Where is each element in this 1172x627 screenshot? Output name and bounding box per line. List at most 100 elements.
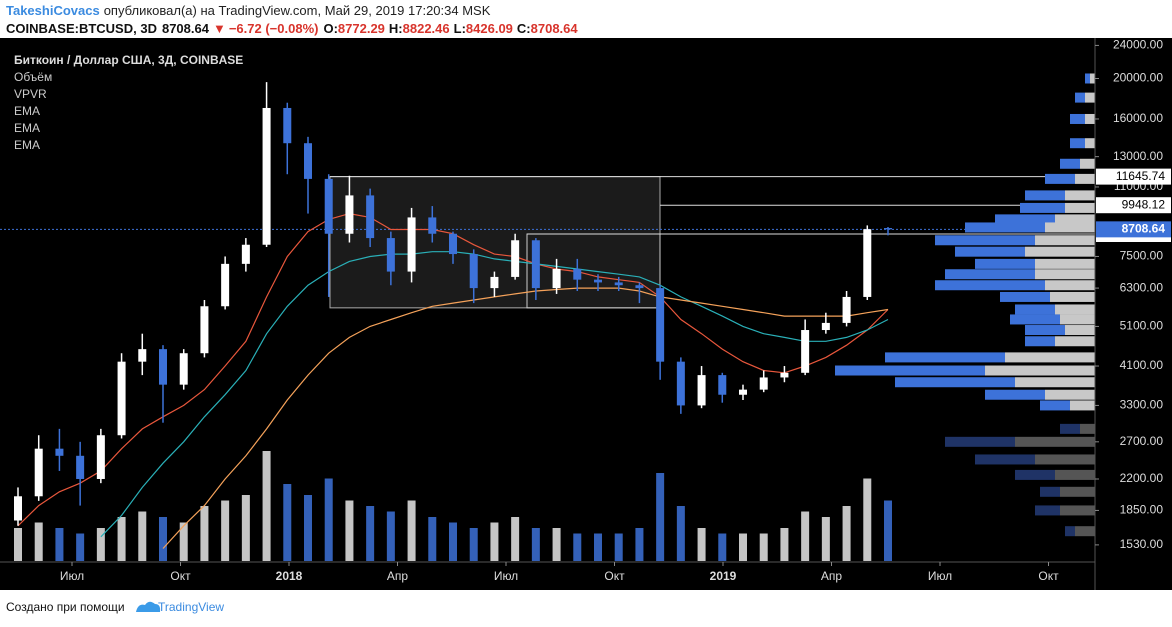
candle-body <box>200 306 209 354</box>
low-value: 8426.09 <box>466 21 513 36</box>
volume-bar <box>386 511 395 561</box>
profile-sell <box>1080 158 1095 169</box>
candle-body <box>511 240 520 277</box>
volume-bar <box>842 506 851 561</box>
candle-body <box>386 238 395 272</box>
candle-body <box>55 448 64 456</box>
x-tick-label: Июл <box>60 569 84 583</box>
profile-sell <box>1035 454 1095 465</box>
candle-body <box>34 448 43 497</box>
volume-bar <box>345 500 354 561</box>
candle-body <box>117 361 126 436</box>
symbol: COINBASE:BTCUSD, 3D <box>6 21 157 36</box>
y-tick-label: 2200.00 <box>1120 471 1164 485</box>
profile-buy <box>885 352 1005 363</box>
volume-bar <box>221 500 230 561</box>
profile-buy <box>955 246 1025 257</box>
profile-sell <box>1055 469 1095 480</box>
profile-buy <box>945 269 1035 280</box>
volume-bar <box>759 533 768 561</box>
candle-body <box>594 279 602 283</box>
high-label: H: <box>389 21 403 36</box>
profile-buy <box>1045 173 1075 184</box>
volume-bar <box>34 522 43 561</box>
candle-body <box>552 268 561 289</box>
x-tick-label: Апр <box>821 569 843 583</box>
volume-bar <box>449 522 457 561</box>
candle-body <box>449 233 457 255</box>
profile-buy <box>945 436 1015 447</box>
volume-bar <box>76 533 85 561</box>
profile-sell <box>1050 291 1095 302</box>
volume-bar <box>179 522 188 561</box>
profile-sell <box>1075 526 1095 537</box>
x-tick-label: 2019 <box>710 569 737 583</box>
open-label: O: <box>323 21 337 36</box>
y-tick-label: 4100.00 <box>1120 358 1164 372</box>
profile-sell <box>1085 113 1095 124</box>
profile-sell <box>1015 377 1095 388</box>
profile-buy <box>965 222 1045 233</box>
profile-buy <box>1010 314 1060 325</box>
volume-bar <box>635 528 644 561</box>
candle-body <box>656 288 665 362</box>
profile-sell <box>1025 246 1095 257</box>
candle-body <box>842 296 851 323</box>
current-price-label: 8708.64 <box>1122 222 1166 236</box>
profile-sell <box>1055 304 1095 315</box>
candle-body <box>179 353 188 385</box>
profile-buy <box>985 389 1045 400</box>
profile-sell <box>1015 436 1095 447</box>
profile-buy <box>935 280 1045 291</box>
volume-bar <box>241 495 250 561</box>
chart-background <box>0 38 1172 590</box>
profile-buy <box>1025 325 1065 336</box>
x-tick-label: Апр <box>387 569 409 583</box>
close-label: C: <box>517 21 531 36</box>
profile-sell <box>1080 423 1095 434</box>
volume-bar <box>718 533 727 561</box>
volume-bar <box>863 478 872 561</box>
volume-bar <box>117 517 126 561</box>
profile-sell <box>1060 486 1095 497</box>
ema-line <box>162 287 889 549</box>
candle-body <box>283 107 292 144</box>
profile-buy <box>975 454 1035 465</box>
candle-body <box>739 389 747 395</box>
x-tick-label: Окт <box>170 569 191 583</box>
profile-buy <box>1035 505 1060 516</box>
y-tick-label: 5100.00 <box>1120 319 1164 333</box>
y-tick-label: 1530.00 <box>1120 537 1164 551</box>
profile-buy <box>895 377 1015 388</box>
y-tick-label: 24000.00 <box>1113 38 1163 52</box>
candle-body <box>718 375 727 395</box>
footer-brand[interactable]: TradingView <box>158 600 224 614</box>
author[interactable]: TakeshiCovacs <box>6 3 100 18</box>
candle-body <box>676 361 685 406</box>
candle-body <box>407 217 416 272</box>
y-tick-label: 6300.00 <box>1120 280 1164 294</box>
candle-body <box>863 229 872 297</box>
profile-buy <box>1060 423 1080 434</box>
volume-bar <box>573 533 582 561</box>
y-tick-label: 3300.00 <box>1120 398 1164 412</box>
volume-bar <box>428 517 437 561</box>
profile-sell <box>1075 173 1095 184</box>
y-tick-label: 1850.00 <box>1120 503 1164 517</box>
candle-body <box>821 322 830 331</box>
y-tick-label: 2700.00 <box>1120 434 1164 448</box>
current-price-box <box>1096 221 1171 238</box>
volume-bar <box>283 484 292 561</box>
candle-body <box>780 372 789 378</box>
volume-bar <box>159 517 167 561</box>
change-arrow: ▼ <box>213 21 226 36</box>
volume-bar <box>676 506 685 561</box>
profile-buy <box>1040 400 1070 411</box>
candle-body <box>304 143 312 179</box>
profile-buy <box>1065 526 1075 537</box>
profile-sell <box>1085 138 1095 149</box>
volume-bar <box>96 528 105 561</box>
profile-buy <box>1025 336 1055 347</box>
volume-bar <box>366 506 375 561</box>
profile-sell <box>1055 336 1095 347</box>
